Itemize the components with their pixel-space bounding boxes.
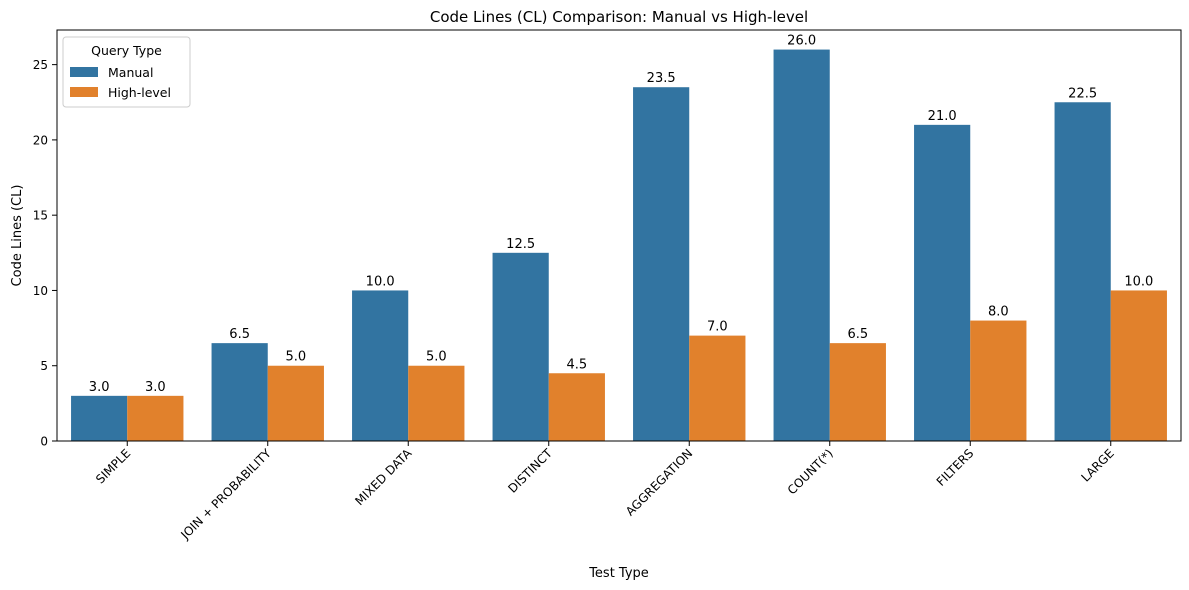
- data-label: 10.0: [1124, 274, 1153, 289]
- legend-entry-label: High-level: [108, 85, 171, 100]
- data-label: 10.0: [366, 274, 395, 289]
- bar-manual-4: [492, 252, 549, 441]
- legend-swatch-manual: [70, 67, 98, 77]
- bar-high-level-6: [829, 343, 886, 441]
- y-tick-label: 10: [33, 284, 48, 298]
- data-label: 26.0: [787, 34, 816, 49]
- y-tick-label: 15: [33, 209, 48, 223]
- data-label: 5.0: [426, 350, 447, 365]
- x-tick-label: DISTINCT: [505, 446, 555, 496]
- data-label: 5.0: [286, 350, 307, 365]
- data-label: 23.5: [647, 71, 676, 86]
- data-label: 4.5: [567, 357, 588, 372]
- x-tick-label: JOIN + PROBABILITY: [177, 446, 274, 543]
- bar-manual-7: [914, 124, 971, 441]
- data-label: 21.0: [928, 109, 957, 124]
- bar-manual-2: [211, 343, 268, 441]
- bar-manual-8: [1054, 102, 1111, 441]
- axes-frame: [56, 29, 1182, 442]
- y-tick-label: 20: [33, 133, 48, 147]
- legend-title: Query Type: [91, 43, 162, 58]
- bar-manual-3: [352, 290, 409, 441]
- bar-high-level-2: [267, 365, 324, 441]
- y-axis-label: Code Lines (CL): [10, 185, 25, 287]
- y-tick-label: 25: [33, 58, 48, 72]
- bar-high-level-8: [1110, 290, 1167, 441]
- data-label: 22.5: [1068, 86, 1097, 101]
- bar-manual-6: [773, 49, 830, 441]
- legend-entry-label: Manual: [108, 65, 153, 80]
- plot-area: 3.0 6.5 10.0 12.5 23.5 26.0 21.0 22.5 3.0 5.0 5.0 4…: [33, 29, 1182, 543]
- data-label: 7.0: [707, 320, 728, 335]
- bar-high-level-3: [408, 365, 465, 441]
- bar-high-level-7: [970, 320, 1027, 441]
- data-label: 3.0: [89, 380, 110, 395]
- data-label: 3.0: [145, 380, 166, 395]
- x-tick-label: COUNT(*): [785, 446, 836, 497]
- x-tick-label: AGGREGATION: [623, 446, 695, 518]
- y-tick-label: 0: [40, 435, 48, 449]
- data-label: 12.5: [506, 237, 535, 252]
- chart-title: Code Lines (CL) Comparison: Manual vs Hi…: [430, 8, 808, 26]
- x-tick-label: FILTERS: [934, 446, 977, 489]
- legend-swatch-high-level: [70, 87, 98, 97]
- bar-high-level-4: [548, 373, 605, 441]
- y-tick-label: 5: [40, 359, 48, 373]
- legend: Query Type Manual High-level: [62, 36, 191, 108]
- x-tick-label: MIXED DATA: [352, 446, 415, 509]
- data-label: 6.5: [848, 327, 869, 342]
- bar-manual-1: [71, 395, 128, 441]
- bar-high-level-5: [689, 335, 746, 441]
- x-tick-label: LARGE: [1078, 446, 1116, 484]
- bar-high-level-1: [127, 395, 184, 441]
- data-label: 6.5: [229, 327, 250, 342]
- bar-manual-5: [633, 87, 690, 442]
- data-label: 8.0: [988, 305, 1009, 320]
- x-tick-label: SIMPLE: [93, 446, 133, 486]
- x-axis-label: Test Type: [588, 566, 649, 581]
